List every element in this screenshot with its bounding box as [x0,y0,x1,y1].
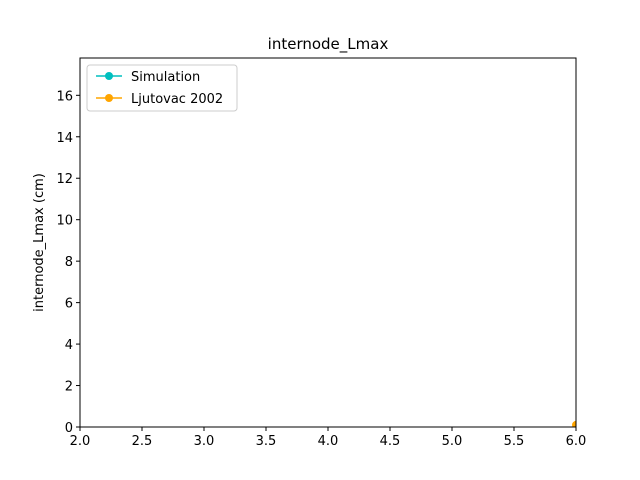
x-tick-label: 2.5 [132,434,153,449]
legend-marker-ljutovac-2002 [105,94,113,102]
y-tick-label: 12 [56,172,73,187]
x-tick-label: 4.0 [318,434,339,449]
y-tick-label: 0 [65,421,73,436]
y-tick-label: 14 [56,131,73,146]
y-tick-label: 2 [65,380,73,395]
x-tick-label: 4.5 [380,434,401,449]
y-axis-title: internode_Lmax (cm) [32,173,47,312]
legend-marker-simulation [105,72,113,80]
legend-label-ljutovac-2002: Ljutovac 2002 [131,92,223,107]
legend-box [86,64,238,112]
series-layer [572,420,576,427]
x-tick-label: 6.0 [566,434,587,449]
legend: Simulation Ljutovac 2002 [86,64,238,112]
y-tick-label: 16 [56,89,73,104]
x-tick-label: 5.0 [442,434,463,449]
x-tick-label: 2.0 [70,434,91,449]
chart-title: internode_Lmax [268,35,389,54]
y-tick-label: 4 [65,338,73,353]
y-tick-label: 8 [65,255,73,270]
y-tick-label: 10 [56,214,73,229]
legend-label-simulation: Simulation [131,70,200,85]
x-axis: 2.0 2.5 3.0 3.5 4.0 4.5 5.0 5.5 6.0 [70,427,587,449]
data-point-ljutovac-2002 [572,420,576,427]
y-tick-label: 6 [65,297,73,312]
x-tick-label: 3.0 [194,434,215,449]
y-axis: 0 2 4 6 8 10 12 14 16 [56,89,80,436]
x-tick-label: 5.5 [504,434,525,449]
x-tick-label: 3.5 [256,434,277,449]
